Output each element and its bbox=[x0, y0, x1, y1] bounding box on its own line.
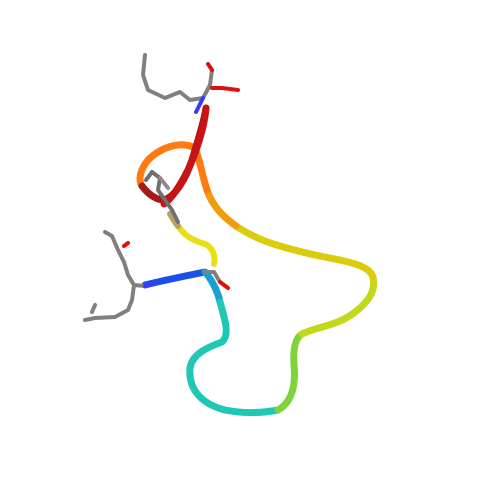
ribbon-segment-red bbox=[160, 104, 210, 208]
mid-residue-sticks bbox=[203, 270, 230, 290]
connector-yellow bbox=[175, 223, 218, 267]
backbone-connector bbox=[167, 211, 218, 267]
ribbon-segment-yellow-green bbox=[298, 273, 378, 338]
ribbon-segment-orange bbox=[136, 141, 211, 194]
ribbon-segment-cyan bbox=[186, 298, 282, 417]
ribbon-segment-green bbox=[274, 330, 306, 414]
connector-orange-stub bbox=[167, 211, 181, 229]
left-residue-sticks bbox=[83, 230, 155, 322]
side-chains bbox=[83, 53, 240, 322]
top-residue-sticks bbox=[141, 53, 240, 114]
ribbon-segment-orange-yellow bbox=[203, 186, 240, 230]
loop-residue-sticks bbox=[144, 170, 180, 224]
ribbon-segment-yellow bbox=[232, 222, 377, 281]
backbone-ribbon bbox=[136, 104, 378, 417]
